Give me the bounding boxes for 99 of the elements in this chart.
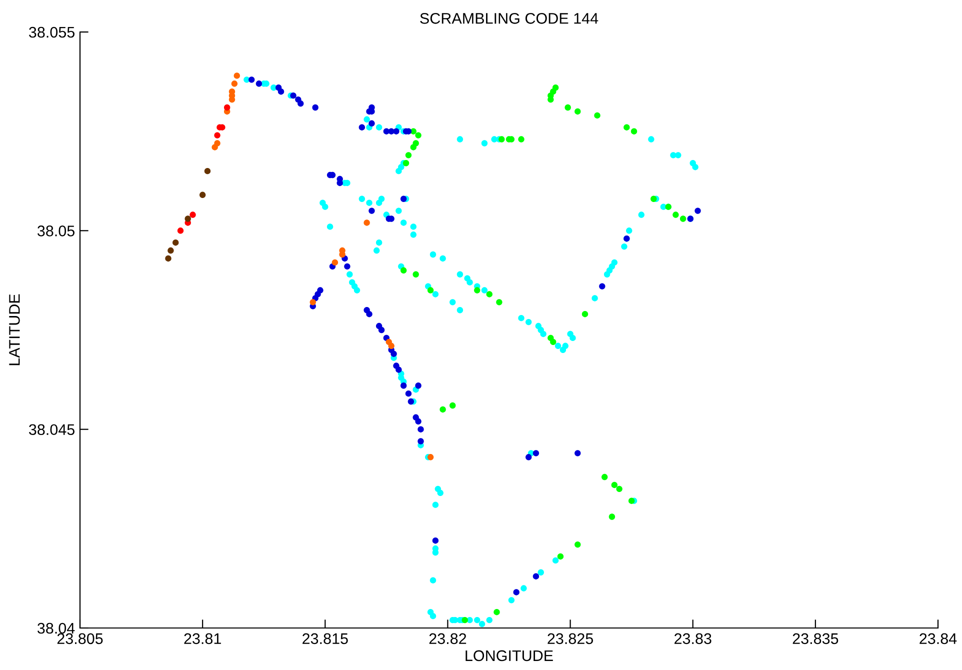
x-axis-title: LONGITUDE: [466, 650, 553, 662]
point: [190, 212, 196, 218]
point: [494, 609, 500, 616]
point: [550, 338, 556, 346]
point: [574, 108, 581, 115]
x-tick-label: 23.83: [674, 633, 712, 644]
point: [400, 196, 407, 202]
point: [378, 326, 385, 334]
point: [231, 80, 238, 87]
point: [496, 299, 502, 306]
x-tick-label: 23.82: [429, 633, 466, 644]
point: [168, 247, 174, 254]
point: [364, 220, 370, 226]
x-tick-label: 23.805: [57, 633, 103, 644]
chart-title: SCRAMBLING CODE 144: [420, 13, 598, 24]
point: [396, 366, 402, 373]
point: [256, 80, 262, 87]
point: [405, 152, 412, 158]
point: [336, 180, 343, 186]
point: [298, 100, 304, 107]
point: [366, 311, 372, 318]
point: [358, 124, 366, 130]
point: [616, 486, 622, 492]
point: [608, 514, 616, 520]
point: [672, 212, 679, 218]
point: [694, 208, 701, 214]
point: [405, 390, 412, 397]
point: [310, 299, 316, 306]
point: [415, 382, 422, 389]
point: [564, 104, 571, 111]
x-tick-label: 23.825: [548, 633, 594, 644]
point: [368, 120, 375, 126]
point: [418, 426, 424, 432]
point: [526, 454, 532, 460]
point: [602, 474, 608, 480]
point: [212, 144, 218, 150]
x-tick-label: 23.815: [302, 633, 348, 644]
point: [680, 216, 686, 222]
point: [339, 251, 346, 258]
point: [450, 402, 456, 409]
point: [224, 104, 230, 111]
point: [427, 454, 434, 460]
point: [427, 287, 434, 294]
point: [393, 128, 400, 134]
point: [172, 239, 179, 246]
y-tick-label: 38.05: [37, 226, 74, 236]
x-tick-label: 23.81: [184, 633, 221, 644]
point: [418, 438, 424, 444]
point: [518, 136, 524, 142]
point: [650, 196, 657, 202]
point: [234, 72, 240, 79]
point: [574, 541, 581, 548]
point: [624, 124, 630, 130]
point: [462, 616, 468, 624]
point: [165, 255, 172, 262]
point: [415, 132, 422, 138]
point: [513, 589, 520, 596]
point: [611, 482, 618, 488]
point: [628, 498, 635, 504]
y-axis-title: LATITUDE: [9, 294, 20, 366]
point: [410, 144, 416, 150]
point: [574, 450, 581, 456]
point: [400, 267, 407, 274]
point: [498, 136, 505, 142]
point: [599, 283, 606, 290]
point: [474, 287, 480, 294]
point: [390, 350, 397, 357]
point: [278, 88, 284, 95]
point: [402, 160, 410, 166]
point: [408, 398, 414, 405]
x-tick-label: 23.835: [792, 633, 838, 644]
point: [344, 263, 350, 270]
point: [248, 76, 255, 83]
y-tick-label: 38.045: [29, 424, 75, 436]
point: [400, 382, 407, 389]
point: [199, 192, 206, 198]
point: [332, 259, 338, 266]
point: [177, 228, 184, 234]
point: [184, 216, 191, 222]
point: [594, 112, 600, 119]
point: [415, 418, 422, 424]
point: [532, 573, 540, 580]
point: [532, 450, 540, 456]
point: [214, 132, 220, 138]
point: [440, 406, 446, 413]
point: [432, 537, 439, 544]
point: [388, 342, 394, 349]
point: [630, 128, 638, 134]
point: [486, 291, 492, 298]
point: [290, 92, 296, 99]
x-tick-label: 23.84: [920, 633, 957, 644]
point: [412, 271, 419, 278]
y-tick-label: 38.04: [37, 622, 75, 634]
y-tick-label: 38.055: [29, 26, 75, 38]
point: [368, 208, 375, 214]
point: [204, 168, 211, 174]
point: [312, 104, 318, 111]
point: [557, 553, 564, 560]
point: [582, 311, 588, 318]
